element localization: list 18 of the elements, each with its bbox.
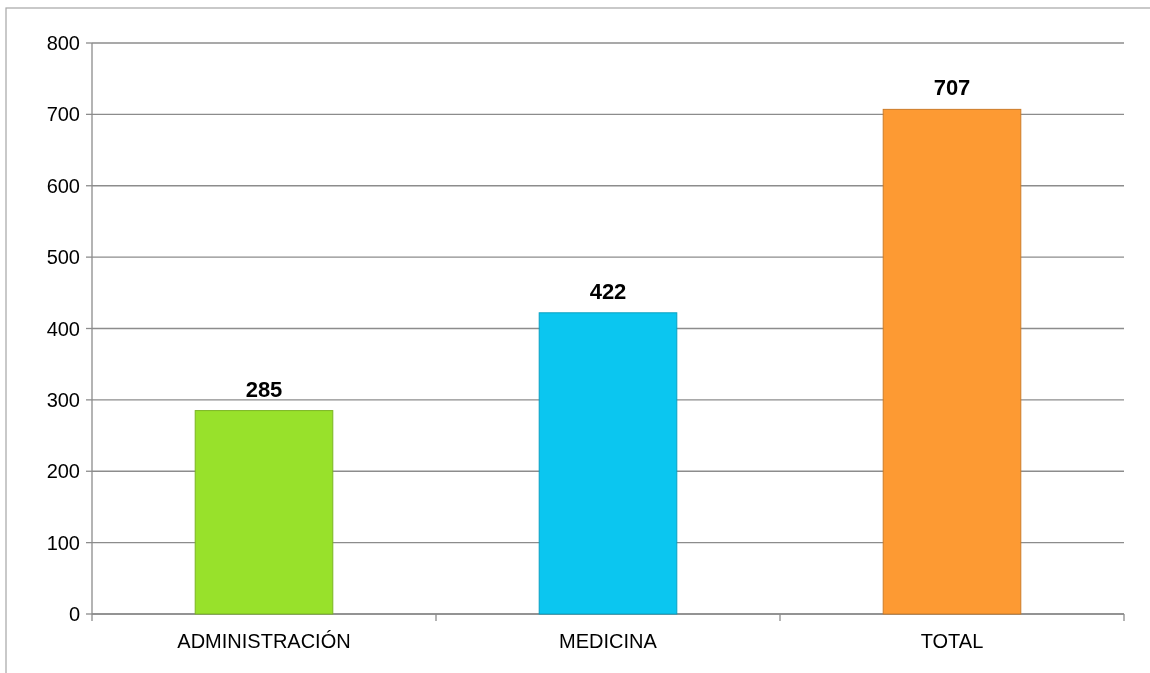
y-tick-label: 800 <box>46 32 80 54</box>
y-tick-label: 500 <box>46 246 80 269</box>
data-label: 707 <box>933 75 971 101</box>
y-tick-label: 200 <box>46 460 80 483</box>
x-tick-label: MEDICINA <box>559 630 658 652</box>
y-tick-label: 0 <box>68 603 80 625</box>
bar <box>194 410 334 615</box>
y-tick-label: 700 <box>46 103 80 126</box>
y-tick-label: 400 <box>46 317 80 340</box>
x-tick-label: TOTAL <box>920 630 984 652</box>
x-tick-label: ADMINISTRACIÓN <box>177 630 351 652</box>
data-label: 422 <box>589 278 627 304</box>
y-tick-label: 100 <box>46 531 80 554</box>
y-tick-label: 300 <box>46 388 80 411</box>
bar <box>882 108 1022 615</box>
y-tick-label: 600 <box>46 174 80 197</box>
data-label: 285 <box>245 376 283 402</box>
bar <box>538 312 678 615</box>
